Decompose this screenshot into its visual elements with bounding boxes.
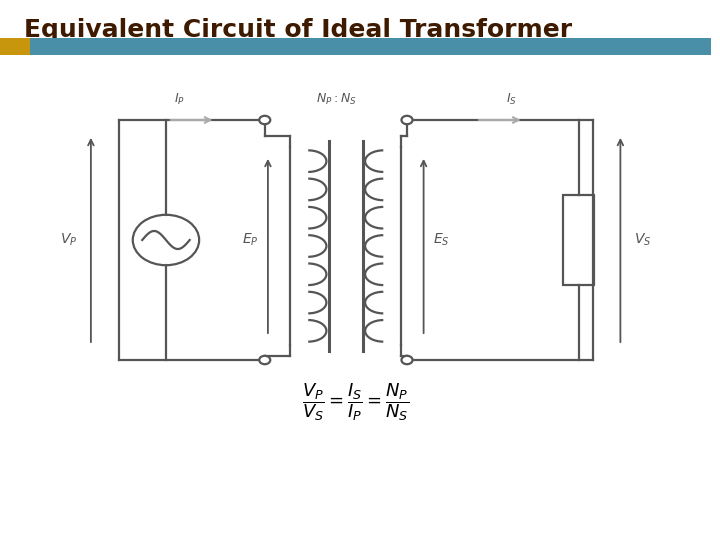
Text: $E_P$: $E_P$ xyxy=(242,232,258,248)
Bar xyxy=(563,195,594,285)
Bar xyxy=(30,38,711,55)
Text: $E_S$: $E_S$ xyxy=(433,232,449,248)
Text: Equivalent Circuit of Ideal Transformer: Equivalent Circuit of Ideal Transformer xyxy=(24,18,572,42)
Circle shape xyxy=(402,356,413,364)
Text: $V_S$: $V_S$ xyxy=(634,232,651,248)
Circle shape xyxy=(259,356,270,364)
Text: $V_P$: $V_P$ xyxy=(60,232,78,248)
Text: $I_P$: $I_P$ xyxy=(174,92,185,107)
Text: $N_P : N_S$: $N_P : N_S$ xyxy=(315,92,356,107)
Text: $I_S$: $I_S$ xyxy=(506,92,517,107)
Circle shape xyxy=(402,116,413,124)
Circle shape xyxy=(259,116,270,124)
Bar xyxy=(0,38,30,55)
Text: $\dfrac{V_P}{V_S} = \dfrac{I_S}{I_P} = \dfrac{N_P}{N_S}$: $\dfrac{V_P}{V_S} = \dfrac{I_S}{I_P} = \… xyxy=(302,381,409,423)
